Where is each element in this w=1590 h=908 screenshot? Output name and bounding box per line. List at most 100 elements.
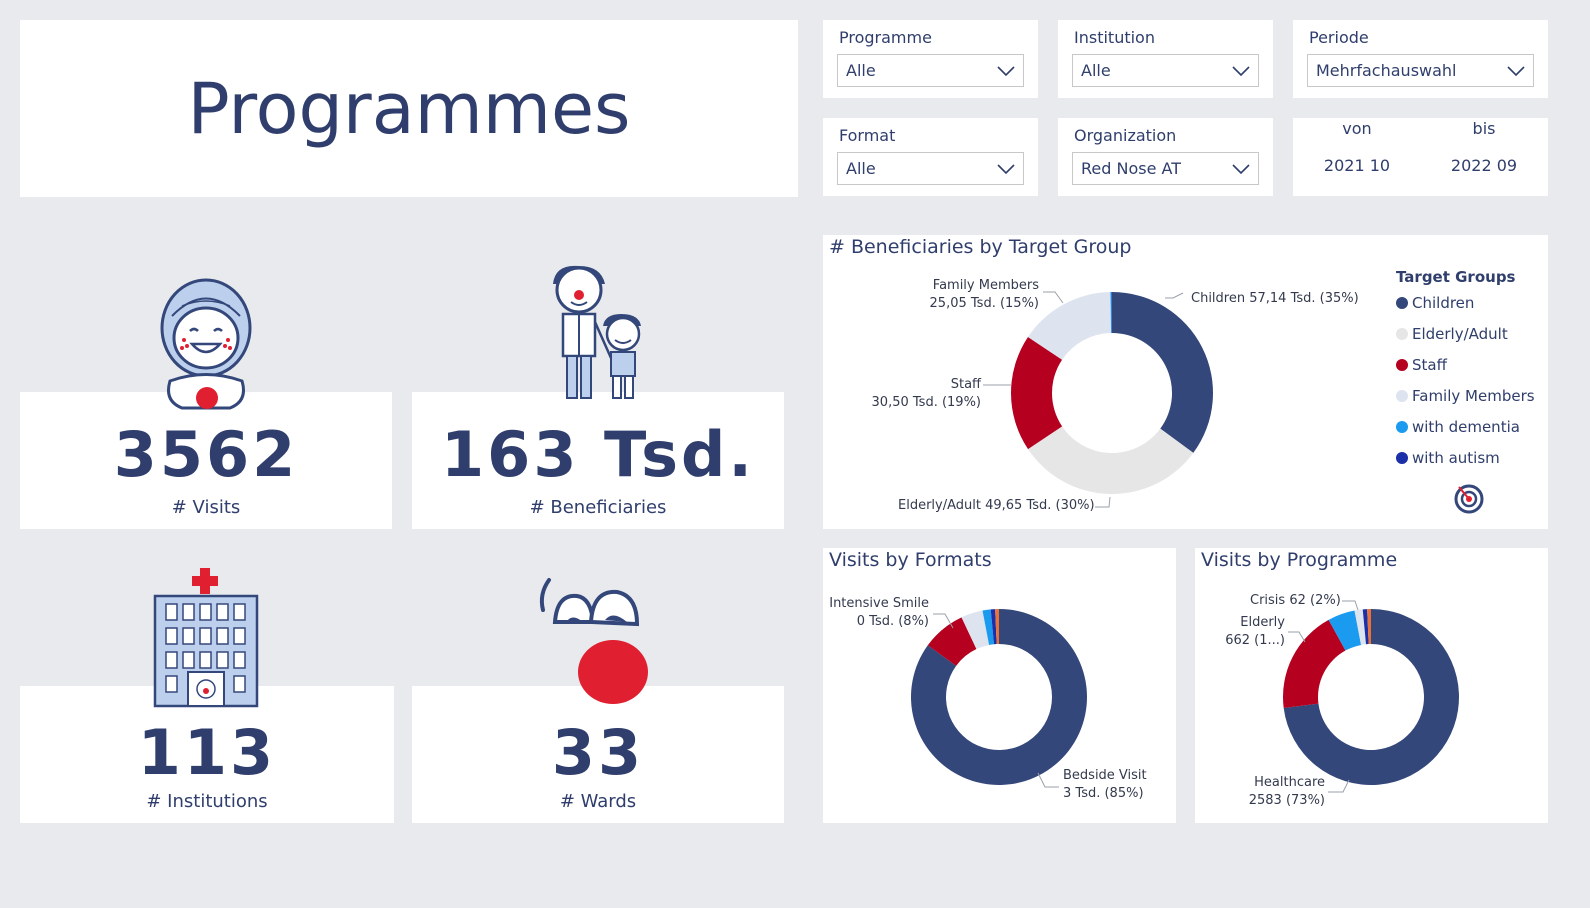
donut-slice-with-dementia[interactable] <box>1110 292 1112 334</box>
donut-slice-elderly[interactable] <box>1283 619 1346 709</box>
periode-value: Mehrfachauswahl <box>1316 61 1457 80</box>
legend-label: Family Members <box>1412 387 1535 405</box>
hospital-window <box>233 651 246 669</box>
programme-slicer: Programme Alle <box>823 20 1038 98</box>
visits-kpi-card: 3562 # Visits <box>20 392 392 529</box>
target-icon <box>1454 484 1484 514</box>
chart-title: Visits by Formats <box>829 549 992 571</box>
hospital-window <box>182 603 195 621</box>
organization-value: Red Nose AT <box>1081 159 1181 178</box>
format-value: Alle <box>846 159 876 178</box>
legend-dot <box>1396 297 1408 309</box>
hospital-window <box>165 651 178 669</box>
leader-line <box>1037 772 1059 788</box>
leader-line <box>1043 291 1064 304</box>
hospital-window <box>233 627 246 645</box>
data-label-staff: Staff 30,50 Tsd. (19%) <box>823 376 981 412</box>
programme-value: Alle <box>846 61 876 80</box>
data-label-family: Family Members 25,05 Tsd. (15%) <box>823 277 1039 313</box>
legend-item-staff[interactable]: Staff <box>1396 356 1447 374</box>
institution-value: Alle <box>1081 61 1111 80</box>
donut-slice-family-members[interactable] <box>1027 292 1112 360</box>
legend-item-children[interactable]: Children <box>1396 294 1474 312</box>
beneficiaries-chart-card: # Beneficiaries by Target Group Children… <box>823 235 1548 529</box>
data-label-line1: Intensive Smile <box>829 596 929 611</box>
hospital-window <box>216 603 229 621</box>
beneficiaries-donut-chart <box>983 291 1213 508</box>
donut-slice-other-c[interactable] <box>1367 609 1371 645</box>
donut-slice-other-b[interactable] <box>1362 609 1369 645</box>
data-label-staff-line1: Staff <box>950 377 981 392</box>
to-label: bis <box>1472 119 1496 138</box>
legend-item-elderly[interactable]: Elderly/Adult <box>1396 325 1508 343</box>
hospital-window <box>216 651 229 669</box>
donut-slice-bedside-visit[interactable] <box>911 609 1087 785</box>
data-label-line2: 662 (1...) <box>1225 633 1285 648</box>
data-label-crisis: Crisis 62 (2%) <box>1250 593 1341 608</box>
data-label-family-line1: Family Members <box>932 278 1039 293</box>
wards-value: 33 <box>551 716 645 789</box>
programme-dropdown[interactable]: Alle <box>837 54 1024 87</box>
chevron-down-icon <box>1507 65 1525 76</box>
chevron-down-icon <box>1232 163 1250 174</box>
from-date-value[interactable]: 2021 10 <box>1323 156 1391 175</box>
data-label-staff-line2: 30,50 Tsd. (19%) <box>871 395 981 410</box>
legend-item-autism[interactable]: with autism <box>1396 449 1500 467</box>
hospital-window <box>199 627 212 645</box>
donut-slice-children[interactable] <box>1112 292 1213 453</box>
chart-title: Visits by Programme <box>1201 549 1398 571</box>
legend-dot <box>1396 390 1408 402</box>
donut-slice-other-a[interactable] <box>1354 609 1367 645</box>
format-dropdown[interactable]: Alle <box>837 152 1024 185</box>
legend-dot <box>1396 328 1408 340</box>
institution-slicer: Institution Alle <box>1058 20 1273 98</box>
hospital-window <box>233 603 246 621</box>
hospital-window <box>199 603 212 621</box>
hospital-window <box>165 603 178 621</box>
donut-slice-other-format-c[interactable] <box>990 609 997 645</box>
periode-slicer: Periode Mehrfachauswahl <box>1293 20 1548 98</box>
donut-slice-other-format-d[interactable] <box>995 609 999 645</box>
visits-label: # Visits <box>171 497 241 518</box>
donut-slice-healthcare[interactable] <box>1283 609 1459 785</box>
hospital-window <box>182 627 195 645</box>
leader-line <box>1342 600 1359 611</box>
legend-label: Staff <box>1412 356 1447 374</box>
data-label-intensive-smile: Intensive Smile 0 Tsd. (8%) <box>823 595 929 631</box>
organization-dropdown[interactable]: Red Nose AT <box>1072 152 1259 185</box>
legend-label: with dementia <box>1412 418 1520 436</box>
donut-slice-other-format-a[interactable] <box>961 610 990 650</box>
chevron-down-icon <box>997 65 1015 76</box>
periode-dropdown[interactable]: Mehrfachauswahl <box>1307 54 1534 87</box>
legend-label: Elderly/Adult <box>1412 325 1508 343</box>
visits-value: 3562 <box>113 418 299 491</box>
data-label-line1: Elderly <box>1240 615 1285 630</box>
organization-slicer: Organization Red Nose AT <box>1058 118 1273 196</box>
chevron-down-icon <box>997 163 1015 174</box>
donut-slice-intensive-smile[interactable] <box>927 617 977 666</box>
periode-label: Periode <box>1309 28 1369 47</box>
clown-family-icon <box>553 265 641 399</box>
visits-formats-chart-card: Visits by Formats Intensive Smile 0 Tsd.… <box>823 548 1176 823</box>
legend-item-family[interactable]: Family Members <box>1396 387 1535 405</box>
legend-item-dementia[interactable]: with dementia <box>1396 418 1520 436</box>
legend-dot <box>1396 359 1408 371</box>
data-label-children: Children 57,14 Tsd. (35%) <box>1191 291 1359 306</box>
donut-slice-crisis[interactable] <box>1328 610 1362 651</box>
leader-line <box>1165 292 1184 299</box>
beneficiaries-label: # Beneficiaries <box>529 497 667 518</box>
institution-dropdown[interactable]: Alle <box>1072 54 1259 87</box>
hospital-window <box>233 675 246 693</box>
format-label: Format <box>839 126 896 145</box>
hospital-window <box>165 627 178 645</box>
institutions-label: # Institutions <box>146 791 268 812</box>
to-date-value[interactable]: 2022 09 <box>1450 156 1518 175</box>
donut-slice-staff[interactable] <box>1011 336 1063 450</box>
data-label-line2: 3 Tsd. (85%) <box>1063 786 1144 801</box>
date-range-slicer: von bis 2021 10 2022 09 <box>1293 118 1548 196</box>
wards-label: # Wards <box>559 791 637 812</box>
donut-slice-elderly-adult[interactable] <box>1028 426 1194 494</box>
donut-slice-other-format-b[interactable] <box>982 609 995 645</box>
title-card: Programmes <box>20 20 798 197</box>
legend-dot <box>1396 452 1408 464</box>
